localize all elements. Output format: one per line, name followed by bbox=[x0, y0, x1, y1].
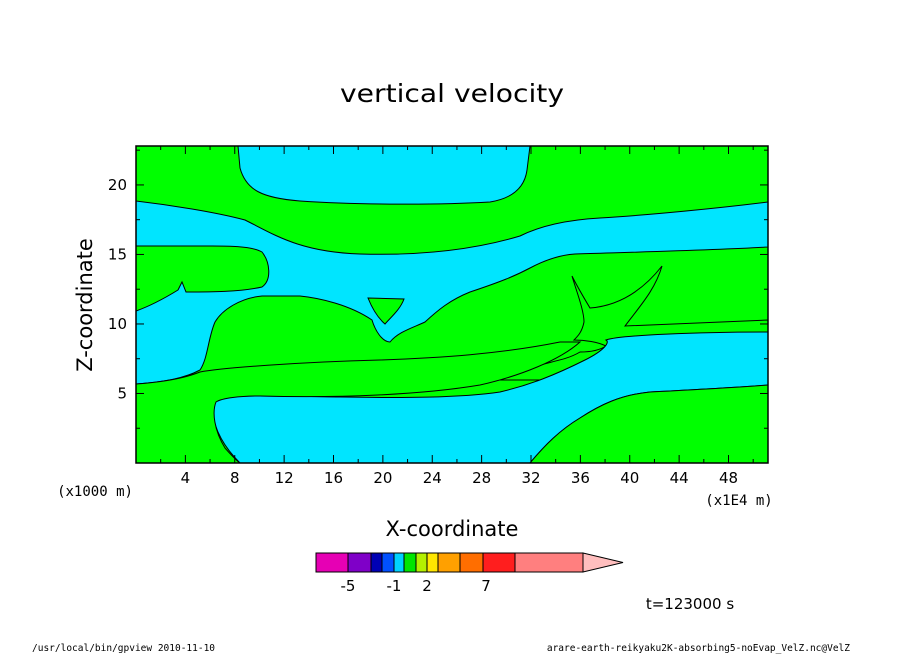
positive-region-lower-left bbox=[136, 341, 582, 463]
colorbar-swatch bbox=[315, 552, 349, 573]
plot-frame bbox=[135, 145, 769, 464]
colorbar-swatch bbox=[415, 552, 428, 573]
colorbar-swatch bbox=[403, 552, 417, 573]
x-tick-label: 24 bbox=[423, 469, 442, 487]
x-tick-label: 32 bbox=[521, 469, 540, 487]
colorbar-labels: -5 -1 2 7 bbox=[341, 577, 491, 595]
negative-region-upper-band bbox=[136, 200, 768, 385]
negative-region-lower-band bbox=[212, 331, 768, 463]
x-tick-label: 28 bbox=[472, 469, 491, 487]
colorbar-swatch bbox=[426, 552, 439, 573]
colorbar bbox=[315, 552, 624, 573]
x-tick-label: 12 bbox=[275, 469, 294, 487]
x-tick-label: 4 bbox=[181, 469, 191, 487]
chart-title: vertical velocity bbox=[340, 79, 564, 108]
y-tick-label: 15 bbox=[108, 245, 127, 263]
colorbar-swatch bbox=[347, 552, 372, 573]
colorbar-swatch bbox=[393, 552, 405, 573]
colorbar-label: 2 bbox=[422, 577, 432, 595]
x-axis-label: X-coordinate bbox=[386, 517, 519, 541]
y-axis-label: Z-coordinate bbox=[73, 238, 97, 372]
x-tick-label: 48 bbox=[719, 469, 738, 487]
negative-region-top-dome bbox=[237, 146, 531, 205]
colorbar-label: -5 bbox=[341, 577, 356, 595]
colorbar-swatch bbox=[514, 552, 584, 573]
positive-region-lower-right bbox=[529, 384, 768, 463]
x-tick-label: 44 bbox=[670, 469, 689, 487]
x-tick-label: 20 bbox=[373, 469, 392, 487]
x-axis-ticks: 4 8 12 16 20 24 28 32 36 40 44 48 bbox=[160, 146, 754, 487]
y-unit-label: (x1000 m) bbox=[57, 484, 133, 500]
y-axis-ticks: 5 10 15 20 bbox=[108, 149, 768, 429]
colorbar-arrow bbox=[582, 552, 624, 573]
plot-area bbox=[135, 145, 769, 464]
time-label: t=123000 s bbox=[646, 595, 734, 613]
colorbar-swatch bbox=[459, 552, 484, 573]
colorbar-swatch bbox=[437, 552, 461, 573]
positive-region-island bbox=[367, 297, 405, 325]
x-tick-label: 36 bbox=[571, 469, 590, 487]
footer-left: /usr/local/bin/gpview 2010-11-10 bbox=[32, 643, 215, 654]
y-tick-label: 5 bbox=[117, 384, 127, 402]
x-unit-label: (x1E4 m) bbox=[705, 493, 772, 509]
colorbar-swatch bbox=[482, 552, 516, 573]
x-tick-label: 40 bbox=[620, 469, 639, 487]
colorbar-label: -1 bbox=[387, 577, 402, 595]
colorbar-swatch bbox=[370, 552, 383, 573]
colorbar-label: 7 bbox=[481, 577, 491, 595]
x-tick-label: 16 bbox=[324, 469, 343, 487]
x-tick-label: 8 bbox=[230, 469, 240, 487]
footer-right: arare-earth-reikyaku2K-absorbing5-noEvap… bbox=[547, 643, 850, 654]
y-tick-label: 10 bbox=[108, 315, 127, 333]
colorbar-swatch bbox=[381, 552, 395, 573]
y-tick-label: 20 bbox=[108, 176, 127, 194]
